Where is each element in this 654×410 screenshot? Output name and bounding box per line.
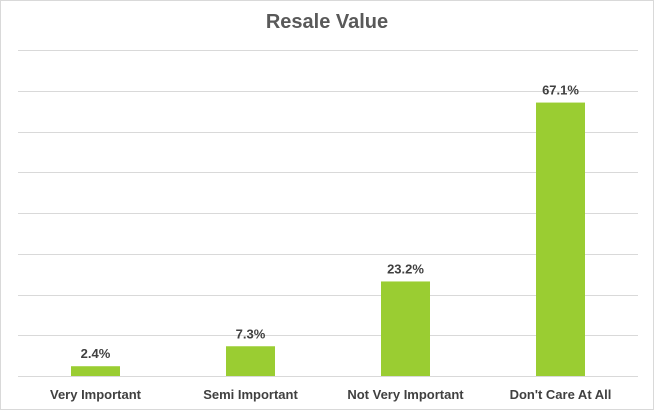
data-label: 67.1%	[542, 83, 579, 98]
x-tick-label: Not Very Important	[347, 387, 464, 402]
bar	[536, 102, 585, 376]
data-label: 7.3%	[236, 326, 266, 341]
x-tick-label: Semi Important	[203, 387, 298, 402]
chart-title: Resale Value	[265, 11, 389, 33]
data-label: 23.2%	[387, 261, 424, 276]
bar	[381, 281, 430, 376]
x-tick-label: Very Important	[50, 387, 142, 402]
data-label: 2.4%	[81, 346, 111, 361]
x-tick-label: Don't Care At All	[510, 387, 612, 402]
bar	[71, 366, 120, 376]
bar	[226, 346, 275, 376]
